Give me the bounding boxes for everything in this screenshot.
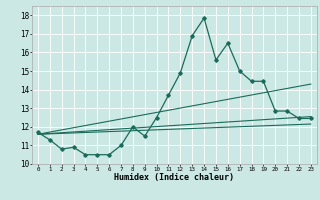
X-axis label: Humidex (Indice chaleur): Humidex (Indice chaleur) [115,173,234,182]
